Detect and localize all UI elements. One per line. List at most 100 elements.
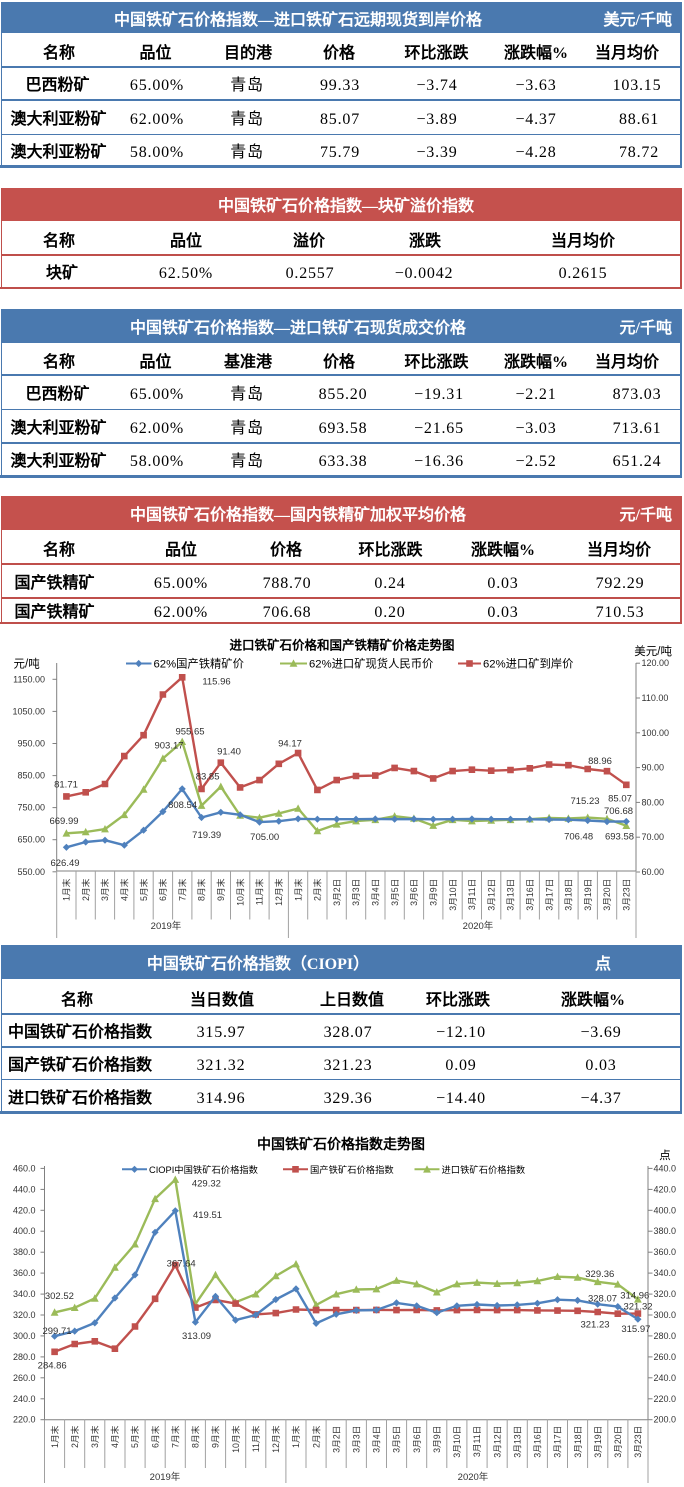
svg-text:点: 点 <box>659 1149 671 1162</box>
svg-text:3月3日: 3月3日 <box>351 879 361 906</box>
svg-text:380.0: 380.0 <box>13 1247 36 1257</box>
svg-text:360.0: 360.0 <box>13 1268 36 1278</box>
svg-text:3月18日: 3月18日 <box>564 879 574 911</box>
svg-text:903.17: 903.17 <box>154 741 183 752</box>
svg-text:419.51: 419.51 <box>193 1210 222 1221</box>
svg-text:中国铁矿石价格指数走势图: 中国铁矿石价格指数走势图 <box>257 1136 425 1152</box>
svg-text:719.39: 719.39 <box>192 830 221 841</box>
svg-text:3月6日: 3月6日 <box>412 1426 422 1453</box>
svg-text:62%进口矿现货人民币价: 62%进口矿现货人民币价 <box>309 657 433 671</box>
svg-text:706.68: 706.68 <box>604 806 633 817</box>
svg-text:81.71: 81.71 <box>54 780 78 791</box>
svg-text:10月末: 10月末 <box>230 1425 241 1453</box>
svg-text:313.09: 313.09 <box>182 1331 211 1342</box>
svg-text:302.52: 302.52 <box>45 1291 74 1302</box>
svg-text:1月末: 1月末 <box>292 878 303 901</box>
svg-text:3月13日: 3月13日 <box>506 879 516 911</box>
svg-text:115.96: 115.96 <box>202 677 230 688</box>
svg-text:10月末: 10月末 <box>234 878 245 906</box>
svg-text:CIOPI中国铁矿石价格指数: CIOPI中国铁矿石价格指数 <box>149 1164 259 1175</box>
svg-text:94.17: 94.17 <box>278 739 302 750</box>
svg-text:120.00: 120.00 <box>642 658 670 668</box>
svg-text:240.0: 240.0 <box>13 1394 36 1404</box>
svg-text:220.0: 220.0 <box>13 1415 36 1425</box>
svg-text:3月末: 3月末 <box>99 878 110 901</box>
svg-text:3月17日: 3月17日 <box>544 879 554 911</box>
svg-text:110.00: 110.00 <box>642 693 669 703</box>
svg-text:元/吨: 元/吨 <box>14 658 41 671</box>
svg-text:88.96: 88.96 <box>588 756 612 767</box>
svg-text:2月末: 2月末 <box>310 1425 321 1448</box>
svg-text:3月末: 3月末 <box>89 1425 100 1448</box>
svg-text:3月16日: 3月16日 <box>525 879 535 911</box>
svg-text:360.0: 360.0 <box>654 1247 677 1257</box>
svg-text:62%进口矿到岸价: 62%进口矿到岸价 <box>483 658 573 671</box>
svg-text:314.96: 314.96 <box>620 1291 649 1302</box>
svg-text:400.0: 400.0 <box>13 1226 36 1236</box>
svg-text:200.0: 200.0 <box>654 1415 677 1425</box>
svg-text:7月末: 7月末 <box>176 878 187 901</box>
svg-text:650.00: 650.00 <box>17 835 45 845</box>
svg-text:460.0: 460.0 <box>13 1163 36 1173</box>
svg-text:280.0: 280.0 <box>654 1331 677 1341</box>
svg-text:715.23: 715.23 <box>570 796 599 807</box>
svg-text:1150.00: 1150.00 <box>13 674 45 684</box>
svg-text:12月末: 12月末 <box>273 878 284 906</box>
svg-text:3月12日: 3月12日 <box>492 1426 502 1458</box>
svg-text:进口铁矿石价格指数: 进口铁矿石价格指数 <box>442 1164 526 1175</box>
svg-text:3月6日: 3月6日 <box>409 879 419 906</box>
svg-text:3月23日: 3月23日 <box>622 879 632 911</box>
svg-text:420.0: 420.0 <box>13 1205 36 1215</box>
svg-text:3月20日: 3月20日 <box>602 879 612 911</box>
svg-text:90.00: 90.00 <box>642 763 665 773</box>
svg-text:440.0: 440.0 <box>654 1163 677 1173</box>
svg-text:5月末: 5月末 <box>138 878 149 901</box>
svg-text:2020年: 2020年 <box>458 1471 489 1483</box>
svg-text:8月末: 8月末 <box>196 878 207 901</box>
svg-text:进口铁矿石价格和国产铁精矿价格走势图: 进口铁矿石价格和国产铁精矿价格走势图 <box>229 638 454 653</box>
svg-text:808.54: 808.54 <box>168 800 197 811</box>
svg-text:320.0: 320.0 <box>654 1289 677 1299</box>
svg-text:284.86: 284.86 <box>38 1361 67 1372</box>
svg-text:7月末: 7月末 <box>170 1425 181 1448</box>
svg-text:706.48: 706.48 <box>564 832 593 843</box>
svg-text:850.00: 850.00 <box>17 771 45 781</box>
svg-text:2月末: 2月末 <box>312 878 323 901</box>
svg-text:2月末: 2月末 <box>80 878 91 901</box>
svg-text:3月19日: 3月19日 <box>583 879 593 911</box>
svg-text:9月末: 9月末 <box>210 1425 221 1448</box>
svg-text:3月5日: 3月5日 <box>392 1426 402 1453</box>
svg-text:70.00: 70.00 <box>642 832 665 842</box>
svg-text:550.00: 550.00 <box>17 867 45 877</box>
svg-text:420.0: 420.0 <box>654 1184 677 1194</box>
svg-text:1050.00: 1050.00 <box>12 706 45 716</box>
svg-text:3月10日: 3月10日 <box>452 1426 462 1458</box>
svg-text:91.40: 91.40 <box>217 747 241 758</box>
svg-text:220.0: 220.0 <box>654 1394 677 1404</box>
svg-text:12月末: 12月末 <box>270 1425 281 1453</box>
svg-text:3月13日: 3月13日 <box>512 1426 522 1458</box>
svg-text:3月18日: 3月18日 <box>573 1426 583 1458</box>
svg-text:300.0: 300.0 <box>13 1331 36 1341</box>
svg-text:950.00: 950.00 <box>17 739 45 749</box>
svg-text:85.07: 85.07 <box>608 794 632 805</box>
svg-text:626.49: 626.49 <box>50 858 79 869</box>
svg-text:2020年: 2020年 <box>463 920 494 932</box>
svg-text:280.0: 280.0 <box>13 1352 36 1362</box>
svg-text:11月末: 11月末 <box>254 878 265 905</box>
svg-text:3月19日: 3月19日 <box>593 1426 603 1458</box>
svg-text:299.71: 299.71 <box>42 1326 71 1337</box>
svg-text:美元/吨: 美元/吨 <box>634 644 672 658</box>
svg-text:3月17日: 3月17日 <box>553 1426 563 1458</box>
svg-text:国产铁矿石价格指数: 国产铁矿石价格指数 <box>310 1164 394 1175</box>
svg-text:2月末: 2月末 <box>69 1425 80 1448</box>
svg-text:693.58: 693.58 <box>605 832 634 843</box>
svg-text:2019年: 2019年 <box>150 1471 181 1483</box>
svg-text:5月末: 5月末 <box>129 1425 140 1448</box>
svg-text:83.85: 83.85 <box>196 772 220 783</box>
svg-text:328.07: 328.07 <box>588 1294 617 1305</box>
svg-text:62%国产铁精矿价: 62%国产铁精矿价 <box>154 657 244 671</box>
svg-text:750.00: 750.00 <box>17 803 45 813</box>
svg-text:367.64: 367.64 <box>167 1259 196 1270</box>
svg-text:3月4日: 3月4日 <box>371 879 381 906</box>
